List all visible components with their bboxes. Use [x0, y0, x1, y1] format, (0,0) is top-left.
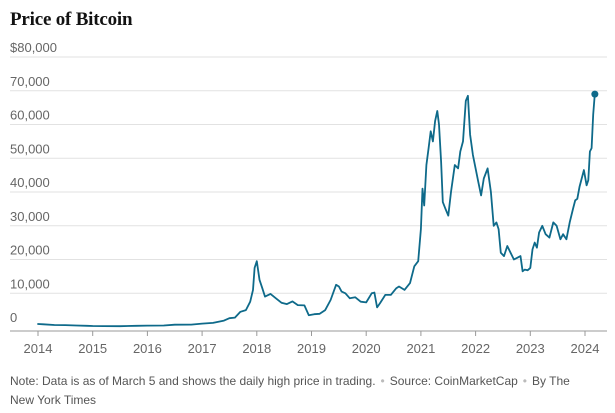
x-tick-label: 2017 [188, 341, 217, 356]
y-tick-label: 0 [10, 310, 17, 325]
x-tick-label: 2015 [78, 341, 107, 356]
gridlines [10, 56, 607, 294]
x-axis [10, 330, 607, 336]
endpoint-marker [591, 90, 599, 98]
y-tick-label: 50,000 [10, 141, 50, 156]
x-tick-label: 2014 [24, 341, 53, 356]
x-tick-label: 2023 [516, 341, 545, 356]
x-tick-label: 2018 [242, 341, 271, 356]
tick-labels: 0 10,000 20,000 30,000 40,000 50,000 60,000 70,… [10, 40, 599, 356]
x-tick-label: 2016 [133, 341, 162, 356]
x-tick-label: 2022 [461, 341, 490, 356]
footnote-separator: • [380, 374, 385, 388]
y-tick-label: $80,000 [10, 40, 57, 55]
x-tick-label: 2021 [406, 341, 435, 356]
y-tick-label: 10,000 [10, 276, 50, 291]
x-tick-label: 2020 [352, 341, 381, 356]
footnote-separator: • [522, 374, 527, 388]
y-tick-label: 20,000 [10, 243, 50, 258]
y-tick-label: 40,000 [10, 175, 50, 190]
footnote-credit: By The New York Times [10, 374, 570, 407]
bitcoin-price-chart: 0 10,000 20,000 30,000 40,000 50,000 60,000 70,… [10, 40, 607, 356]
y-tick-label: 60,000 [10, 108, 50, 123]
series-line-0 [37, 93, 596, 328]
x-tick-label: 2024 [571, 341, 600, 356]
chart-title: Price of Bitcoin [10, 9, 133, 30]
footnote-note: Note: Data is as of March 5 and shows th… [10, 374, 376, 388]
y-tick-label: 70,000 [10, 74, 50, 89]
footnote: Note: Data is as of March 5 and shows th… [10, 372, 570, 410]
x-tick-label: 2019 [297, 341, 326, 356]
y-tick-label: 30,000 [10, 209, 50, 224]
price-series [37, 90, 599, 328]
footnote-source: Source: CoinMarketCap [389, 374, 518, 388]
